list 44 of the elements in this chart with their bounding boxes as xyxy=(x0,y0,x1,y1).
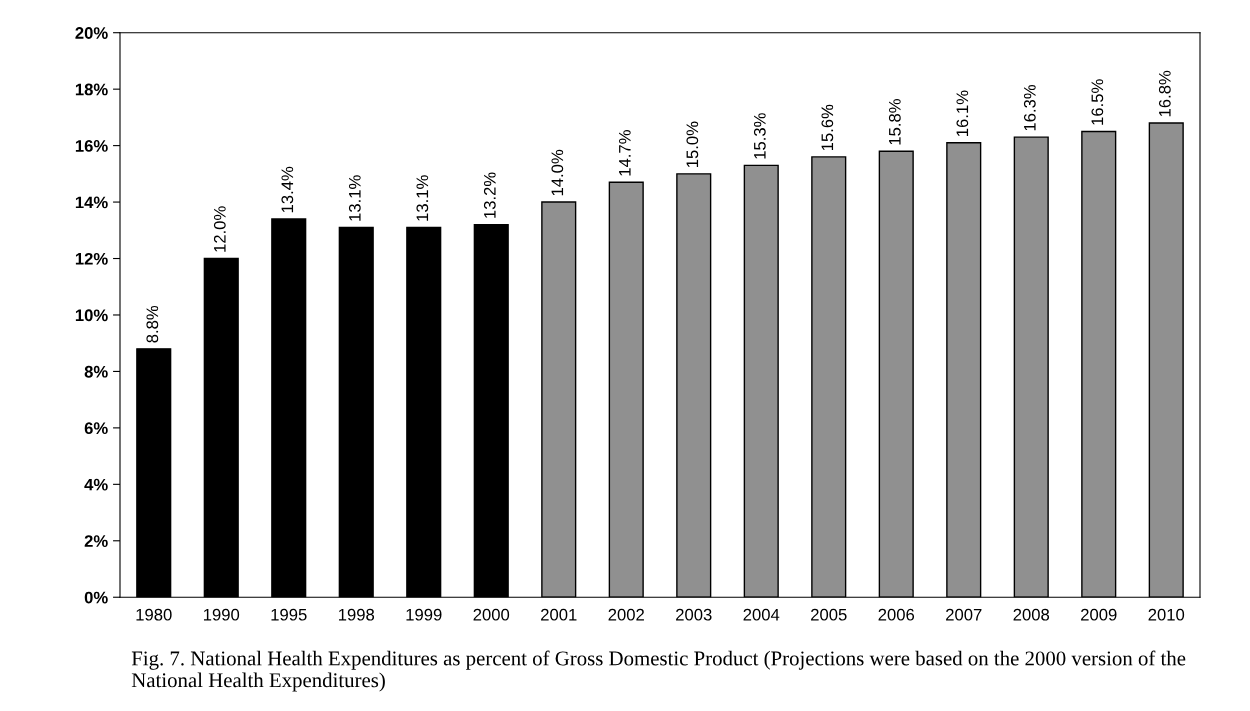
x-tick-label: 1990 xyxy=(203,608,240,621)
x-tick-label: 2004 xyxy=(743,608,780,621)
y-tick-label: 10% xyxy=(75,309,108,322)
data-label: 15.6% xyxy=(821,104,834,151)
x-tick-label: 2009 xyxy=(1081,608,1117,621)
x-tick-label: 2003 xyxy=(676,608,712,621)
x-tick-label: 2007 xyxy=(946,608,982,621)
data-label: 16.1% xyxy=(956,90,969,136)
y-tick-label: 2% xyxy=(84,535,108,547)
y-tick-label: 16% xyxy=(75,140,108,152)
x-tick-label: 2002 xyxy=(608,608,644,621)
data-label: 8.8% xyxy=(146,305,159,343)
x-tick-label: 2006 xyxy=(878,608,915,621)
y-tick-label: 14% xyxy=(75,196,108,209)
data-label: 15.8% xyxy=(888,99,901,145)
data-label: 14.7% xyxy=(618,130,631,176)
y-tick-label: 0% xyxy=(84,591,108,604)
x-tick-label: 1999 xyxy=(406,608,442,621)
data-label: 16.3% xyxy=(1023,84,1036,131)
y-tick-label: 20% xyxy=(75,27,108,39)
data-label: 16.5% xyxy=(1091,79,1104,125)
y-tick-label: 8% xyxy=(84,365,108,378)
y-tick-label: 6% xyxy=(84,422,108,435)
caption: Fig. 7. National Health Expenditures as percent of Gross Domestic Product (Projections were based on the 2000 version of the National Health Expenditures) xyxy=(131,650,1186,692)
x-tick-label: 1998 xyxy=(338,608,375,621)
y-tick-label: 18% xyxy=(75,83,108,96)
x-tick-label: 1995 xyxy=(271,608,307,621)
y-tick-label: 12% xyxy=(75,252,108,265)
data-label: 13.1% xyxy=(348,175,361,221)
x-tick-label: 2008 xyxy=(1013,608,1050,621)
data-label: 13.2% xyxy=(483,172,496,218)
x-tick-label: 2005 xyxy=(811,608,847,621)
data-label: 16.8% xyxy=(1158,70,1171,117)
data-label: 12.0% xyxy=(213,206,226,252)
x-tick-label: 2000 xyxy=(473,608,510,621)
x-tick-label: 2010 xyxy=(1148,608,1185,621)
y-tick-label: 4% xyxy=(84,478,108,491)
data-label: 13.1% xyxy=(416,175,429,221)
data-label: 14.0% xyxy=(551,149,564,196)
data-label: 15.3% xyxy=(753,113,766,159)
data-label: 13.4% xyxy=(281,166,294,213)
x-tick-label: 2001 xyxy=(541,608,577,621)
x-tick-label: 1980 xyxy=(136,608,172,621)
data-label: 15.0% xyxy=(686,121,699,168)
